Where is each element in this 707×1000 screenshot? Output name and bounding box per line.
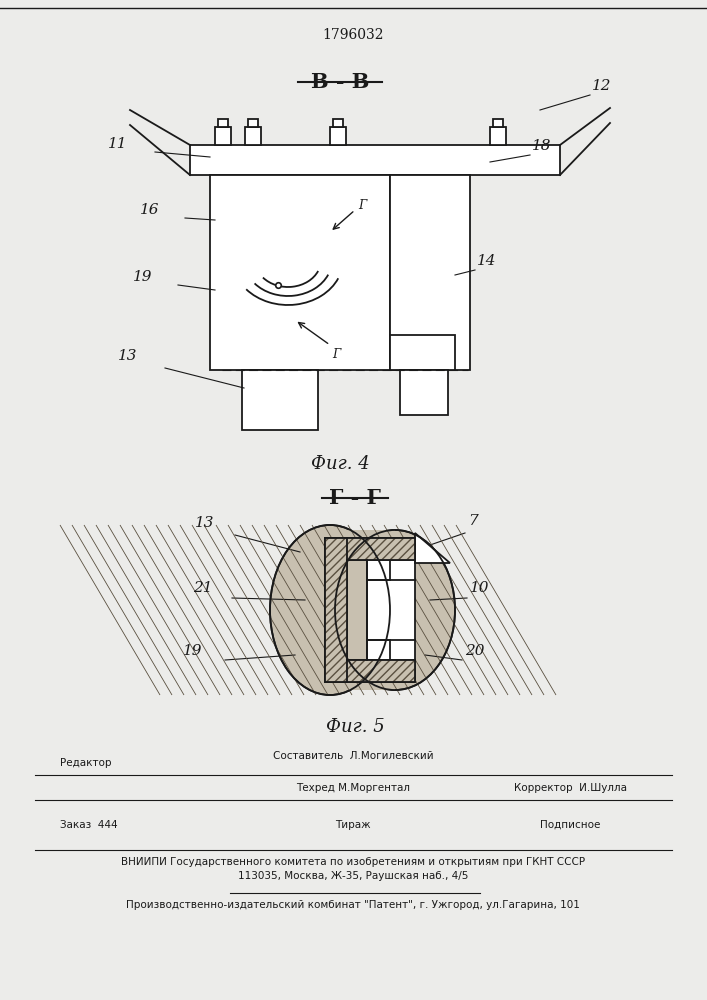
Bar	[248, 119, 258, 127]
Ellipse shape	[270, 525, 390, 695]
Bar	[325, 660, 415, 682]
Text: 20: 20	[465, 644, 484, 658]
Text: Корректор  И.Шулла: Корректор И.Шулла	[513, 783, 626, 793]
Text: Редактор: Редактор	[60, 758, 112, 768]
Bar	[347, 560, 367, 660]
Bar	[347, 538, 415, 560]
Polygon shape	[415, 533, 450, 563]
Bar	[347, 560, 390, 580]
Bar	[400, 370, 448, 415]
Text: Фиг. 4: Фиг. 4	[310, 455, 369, 473]
Text: 13: 13	[195, 516, 214, 530]
Text: 14: 14	[477, 254, 496, 268]
Bar	[347, 660, 415, 682]
Bar	[218, 119, 228, 127]
Text: 10: 10	[470, 581, 489, 595]
Text: 21: 21	[193, 581, 213, 595]
Bar	[347, 640, 390, 660]
Bar	[245, 127, 261, 145]
Text: Производственно-издательский комбинат "Патент", г. Ужгород, ул.Гагарина, 101: Производственно-издательский комбинат "П…	[126, 900, 580, 910]
Bar	[390, 335, 455, 370]
Text: 16: 16	[140, 203, 160, 217]
Bar	[330, 127, 346, 145]
Text: В - В: В - В	[311, 72, 369, 92]
Bar	[333, 119, 343, 127]
Text: Тираж: Тираж	[335, 820, 370, 830]
Bar	[330, 530, 395, 690]
Bar	[390, 175, 470, 370]
Text: 1796032: 1796032	[322, 28, 384, 42]
Bar	[210, 175, 390, 370]
Text: 11: 11	[108, 137, 127, 151]
Ellipse shape	[335, 530, 455, 690]
Bar	[325, 538, 415, 560]
Text: 18: 18	[532, 139, 551, 153]
Text: Г - Г: Г - Г	[329, 488, 381, 508]
Bar	[325, 538, 347, 682]
Bar	[325, 538, 347, 682]
Text: Г: Г	[332, 348, 340, 361]
Bar	[490, 127, 506, 145]
Bar	[242, 370, 318, 430]
Bar	[325, 538, 415, 682]
Text: Техред М.Моргентал: Техред М.Моргентал	[296, 783, 410, 793]
Text: Составитель  Л.Могилевский: Составитель Л.Могилевский	[273, 751, 433, 761]
Bar	[215, 127, 231, 145]
Text: Г: Г	[358, 199, 366, 212]
Text: 19: 19	[133, 270, 153, 284]
Text: 19: 19	[183, 644, 202, 658]
Text: Заказ  444: Заказ 444	[60, 820, 117, 830]
Text: 13: 13	[118, 349, 137, 363]
Bar	[190, 145, 560, 175]
Text: 113035, Москва, Ж-35, Раушская наб., 4/5: 113035, Москва, Ж-35, Раушская наб., 4/5	[238, 871, 468, 881]
Bar	[493, 119, 503, 127]
Text: ВНИИПИ Государственного комитета по изобретениям и открытиям при ГКНТ СССР: ВНИИПИ Государственного комитета по изоб…	[121, 857, 585, 867]
Text: 12: 12	[592, 79, 612, 93]
Text: 7: 7	[468, 514, 478, 528]
Text: Фиг. 5: Фиг. 5	[326, 718, 385, 736]
Text: Подписное: Подписное	[540, 820, 600, 830]
